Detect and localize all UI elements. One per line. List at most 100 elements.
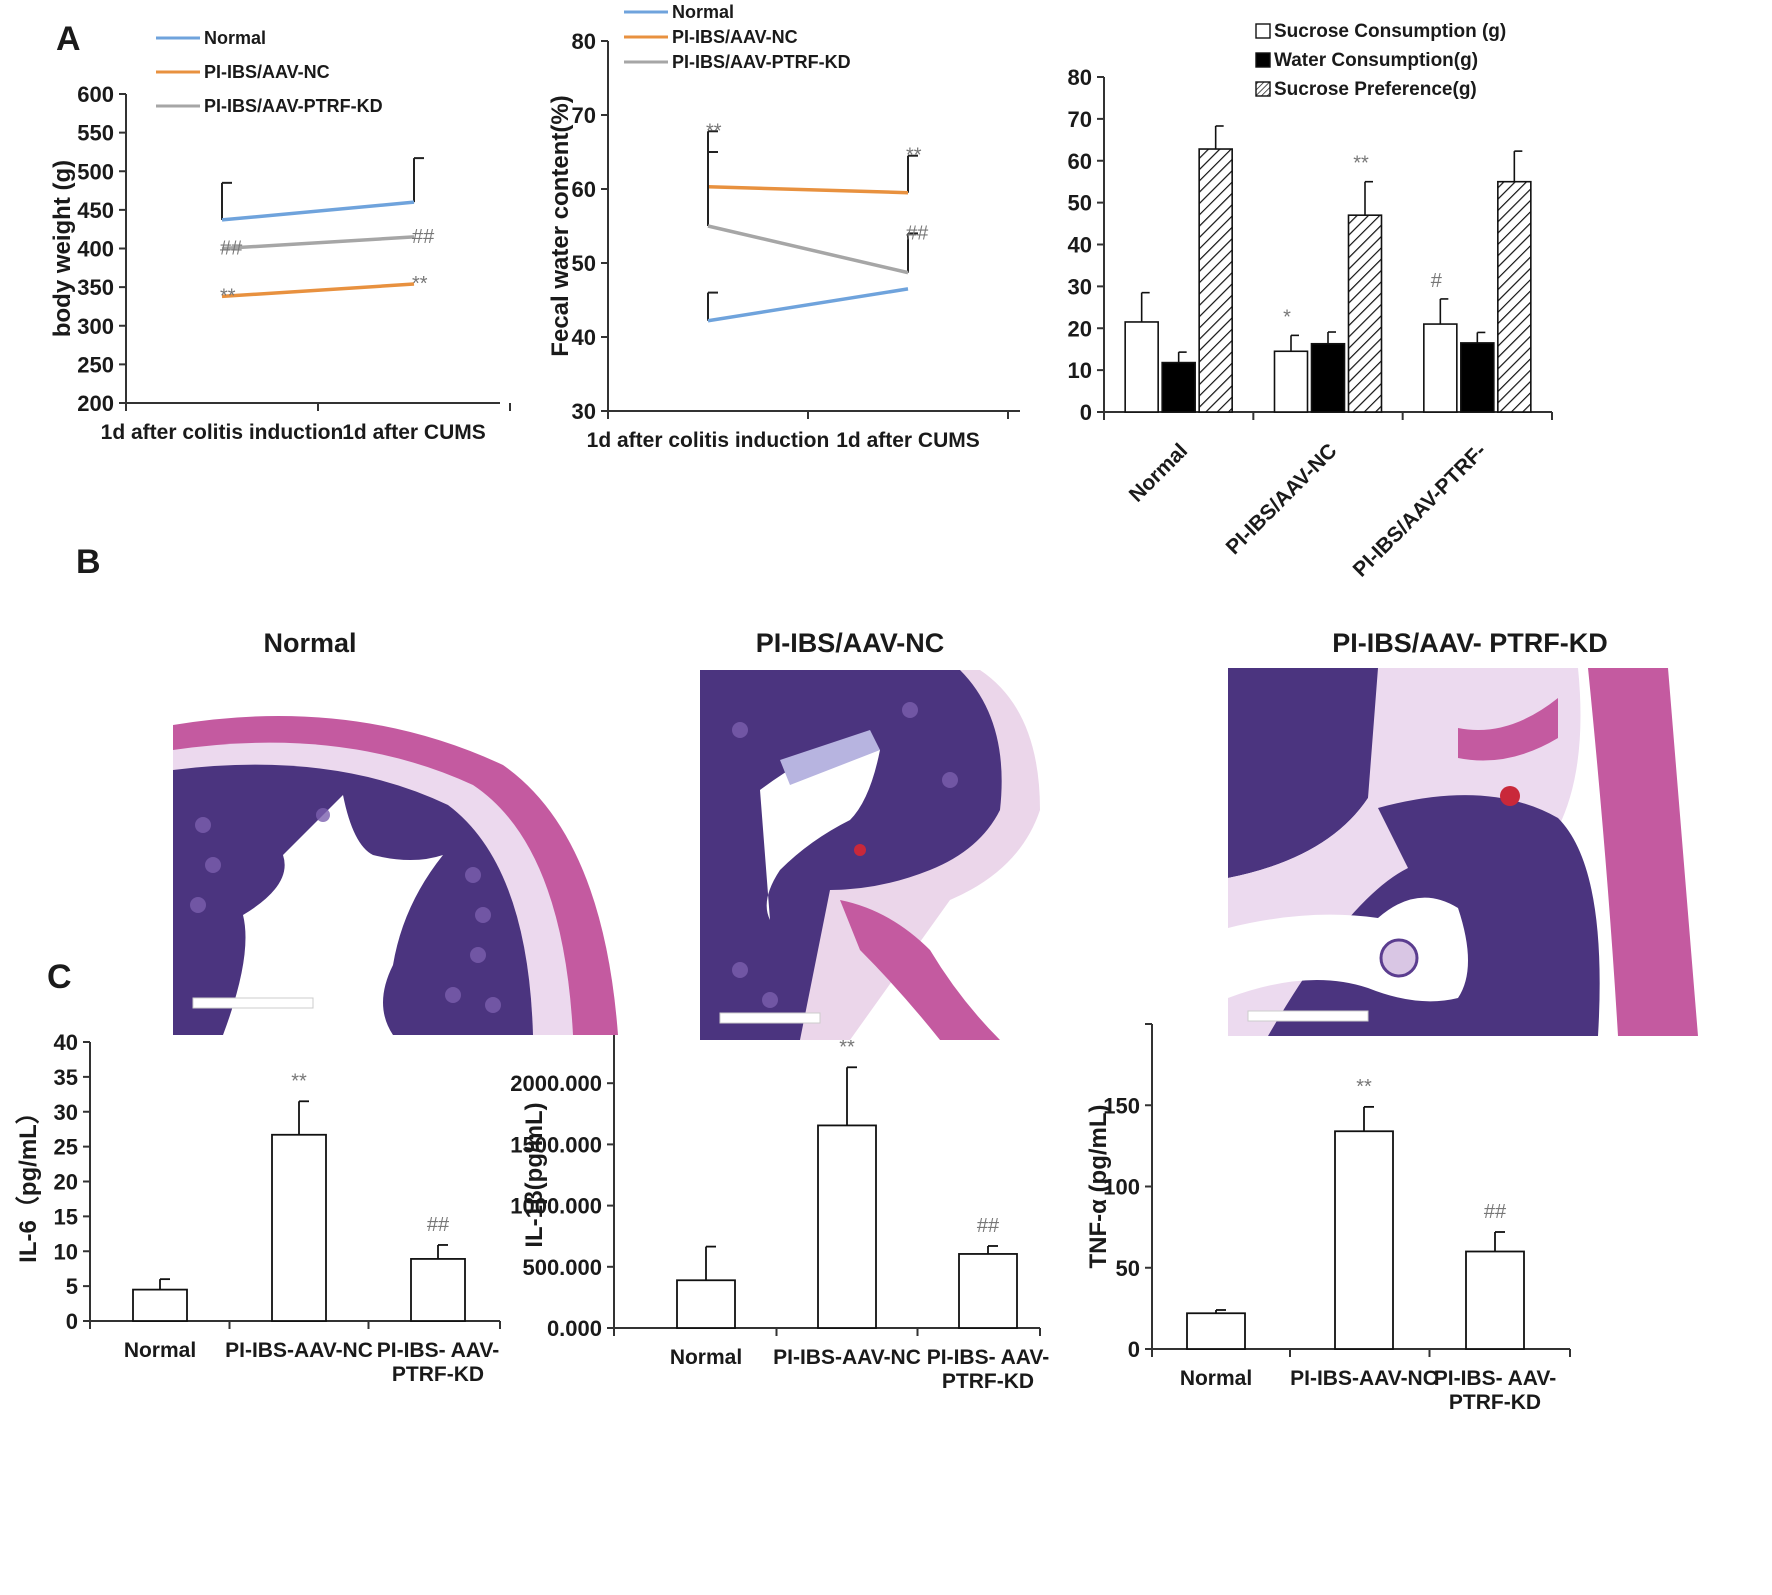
bar — [958, 1253, 1018, 1329]
bar — [1334, 1130, 1394, 1350]
y-tick-label: 600 — [77, 82, 114, 107]
significance-mark: # — [1431, 270, 1443, 292]
y-tick-label: 350 — [77, 275, 114, 300]
x-tick-label: PI-IBS/AAV-NC — [1222, 439, 1342, 559]
y-tick-label: 0 — [1128, 1337, 1140, 1362]
y-tick-label: 10 — [54, 1239, 78, 1264]
y-tick-label: 60 — [572, 177, 596, 202]
x-tick-label: 1d after CUMS — [836, 429, 980, 452]
y-tick-label: 0 — [1080, 400, 1092, 425]
bar — [1186, 1312, 1246, 1350]
series-line-1 — [221, 282, 415, 299]
significance-mark: ** — [839, 1036, 855, 1058]
x-tick-label: PI-IBS- AAV-PTRF-KD — [927, 1346, 1050, 1393]
bar — [817, 1124, 877, 1329]
y-tick-label: 5 — [66, 1274, 78, 1299]
bar — [1460, 342, 1495, 413]
significance-mark: ## — [220, 238, 243, 260]
y-tick-label: 15 — [54, 1204, 78, 1229]
x-tick-label: Normal — [670, 1346, 742, 1369]
bar — [676, 1279, 736, 1329]
legend-label: Sucrose Preference(g) — [1274, 79, 1477, 100]
y-tick-label: 500.000 — [522, 1255, 602, 1280]
x-tick-label: PI-IBS- AAV-PTRF-KD — [377, 1339, 500, 1386]
histology-image-kd — [1228, 668, 1725, 1036]
series-line-0 — [221, 200, 415, 222]
legend-label: Normal — [672, 2, 734, 22]
significance-mark: ## — [906, 222, 929, 244]
legend-swatch — [1255, 81, 1271, 97]
significance-mark: ## — [1484, 1201, 1507, 1223]
y-tick-label: 20 — [1068, 316, 1092, 341]
series-line-1 — [707, 185, 909, 195]
legend-label: Normal — [204, 28, 266, 48]
legend-label: Sucrose Consumption (g) — [1274, 21, 1506, 42]
histology-title-normal: Normal — [263, 628, 357, 658]
y-tick-label: 35 — [54, 1065, 78, 1090]
y-tick-label: 50 — [1116, 1256, 1140, 1281]
series-line-0 — [707, 287, 909, 323]
y-tick-label: 400 — [77, 237, 114, 262]
y-tick-label: 25 — [54, 1135, 78, 1160]
y-tick-label: 0.000 — [547, 1316, 602, 1341]
panel-label-b: B — [76, 543, 101, 581]
x-tick-label: 1d after colitis induction — [587, 429, 830, 452]
chart-sucrose: 0 10 20 30 40 50 60 70 80 Normal PI-IBS/AAV-NC PI-I… — [1068, 21, 1553, 581]
chart-il6: 0 5 10 15 20 25 30 35 40 IL-6（pg/mL） Normal PI-IBS-… — [15, 1030, 501, 1386]
x-tick-label: PI-IBS-AAV-NC — [773, 1346, 921, 1369]
significance-mark: ** — [291, 1070, 307, 1092]
significance-mark: ## — [412, 226, 435, 248]
y-axis-label: body weight (g) — [49, 160, 76, 337]
legend-label: PI-IBS/AAV-NC — [672, 27, 798, 47]
x-tick-label: PI-IBS-AAV-NC — [1290, 1367, 1438, 1390]
y-tick-label: 10 — [1068, 358, 1092, 383]
y-axis-label: IL-6（pg/mL） — [15, 1100, 42, 1263]
y-tick-label: 550 — [77, 121, 114, 146]
y-tick-label: 40 — [54, 1030, 78, 1055]
legend-label: PI-IBS/AAV-NC — [204, 62, 330, 82]
y-tick-label: 80 — [1068, 65, 1092, 90]
bar — [1497, 180, 1532, 413]
bar — [1198, 148, 1233, 413]
y-tick-label: 150 — [1103, 1093, 1140, 1118]
histology-image-normal — [173, 705, 618, 1035]
x-tick-label: 1d after CUMS — [342, 421, 486, 444]
panel-label-c: C — [47, 958, 72, 996]
y-tick-label: 500 — [77, 159, 114, 184]
y-tick-label: 450 — [77, 198, 114, 223]
bar — [1423, 323, 1458, 413]
significance-mark: ** — [1353, 153, 1369, 175]
chart-il1b: 0.000500.0001000.0001500.0002000.0002500… — [510, 1010, 1050, 1393]
y-tick-label: 20 — [54, 1170, 78, 1195]
histology-image-nc — [700, 670, 1140, 1040]
y-tick-label: 70 — [1068, 107, 1092, 132]
y-tick-label: 2000.000 — [510, 1071, 602, 1096]
y-tick-label: 30 — [1068, 274, 1092, 299]
significance-mark: ** — [220, 285, 236, 307]
bar — [1310, 342, 1346, 413]
significance-mark: ** — [412, 273, 428, 295]
chart-body-weight: 200 250 300 350 400 450 500 550 600 body weight (… — [49, 28, 511, 444]
y-tick-label: 0 — [66, 1309, 78, 1334]
significance-mark: ** — [706, 120, 722, 142]
series-line-2 — [221, 235, 415, 251]
y-tick-label: 40 — [572, 325, 596, 350]
chart-fecal-water: 30 40 50 60 70 80 Fecal water content(%) 1d aft… — [547, 2, 1020, 452]
y-tick-label: 1000.000 — [510, 1194, 602, 1219]
significance-mark: ## — [977, 1215, 1000, 1237]
x-tick-label: PI-IBS- AAV-PTRF-KD — [1434, 1367, 1557, 1414]
y-tick-label: 50 — [1068, 191, 1092, 216]
x-tick-label: Normal — [124, 1339, 196, 1362]
panel-label-a: A — [56, 20, 81, 58]
significance-mark: * — [1283, 306, 1291, 328]
chart-tnfa: 050100150200TNF-α (pg/mL)NormalPI-IBS-AA… — [1085, 1012, 1571, 1414]
y-tick-label: 40 — [1068, 233, 1092, 258]
series-line-2 — [707, 224, 909, 275]
bar — [132, 1288, 188, 1322]
y-tick-label: 300 — [77, 314, 114, 339]
x-tick-label: PI-IBS/AAV-PTRF- — [1349, 439, 1491, 581]
significance-mark: ## — [427, 1214, 450, 1236]
x-tick-label: PI-IBS-AAV-NC — [225, 1339, 373, 1362]
y-tick-label: 30 — [54, 1100, 78, 1125]
bar — [1465, 1250, 1525, 1350]
